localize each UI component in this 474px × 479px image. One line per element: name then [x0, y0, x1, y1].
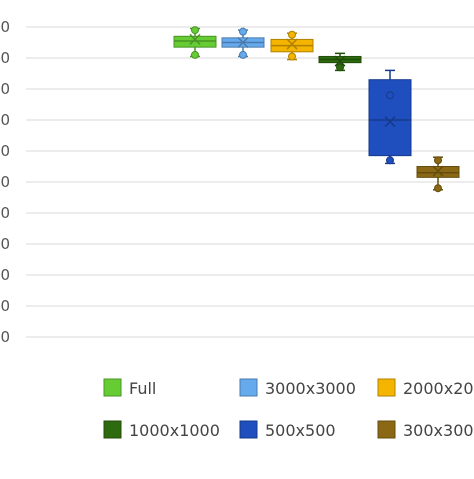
- legend-swatch: [239, 420, 258, 439]
- box: [368, 79, 412, 157]
- outlier-point: [434, 184, 442, 193]
- legend-swatch: [239, 378, 258, 397]
- outlier-point: [191, 50, 199, 59]
- mean-marker: [237, 36, 249, 49]
- outlier-point: [336, 63, 344, 72]
- legend-label: 500x500: [265, 421, 336, 440]
- y-tick-label: 0: [0, 297, 10, 315]
- legend-label: 1000x1000: [129, 421, 220, 440]
- y-tick-label: 0: [0, 173, 10, 191]
- mean-marker: [384, 116, 396, 128]
- y-tick-label: 0: [0, 18, 10, 36]
- y-tick-label: 0: [0, 235, 10, 253]
- mean-marker: [189, 33, 201, 45]
- legend-swatch: [377, 420, 396, 439]
- outlier-point: [386, 91, 394, 100]
- outlier-point: [288, 52, 296, 61]
- legend-swatch: [377, 378, 396, 397]
- y-tick-label: 0: [0, 266, 10, 284]
- mean-marker: [432, 165, 444, 177]
- outlier-point: [239, 50, 247, 59]
- outlier-point: [434, 156, 442, 165]
- outlier-point: [191, 26, 199, 35]
- outlier-point: [288, 30, 296, 39]
- legend-label: 300x300: [403, 421, 474, 440]
- outlier-point: [386, 156, 394, 165]
- y-tick-label: 0: [0, 142, 10, 160]
- y-tick-label: 0: [0, 204, 10, 222]
- y-tick-label: 0: [0, 49, 10, 67]
- legend-label: 3000x3000: [265, 379, 356, 398]
- y-tick-label: 0: [0, 328, 10, 346]
- mean-marker: [286, 38, 298, 50]
- outlier-point: [239, 27, 247, 36]
- mean-marker: [334, 55, 346, 67]
- legend-label: 2000x2000: [403, 379, 474, 398]
- y-tick-label: 0: [0, 111, 10, 129]
- legend-label: Full: [129, 379, 156, 398]
- y-tick-label: 0: [0, 80, 10, 98]
- legend-swatch: [103, 378, 122, 397]
- box: [173, 35, 217, 48]
- legend-swatch: [103, 420, 122, 439]
